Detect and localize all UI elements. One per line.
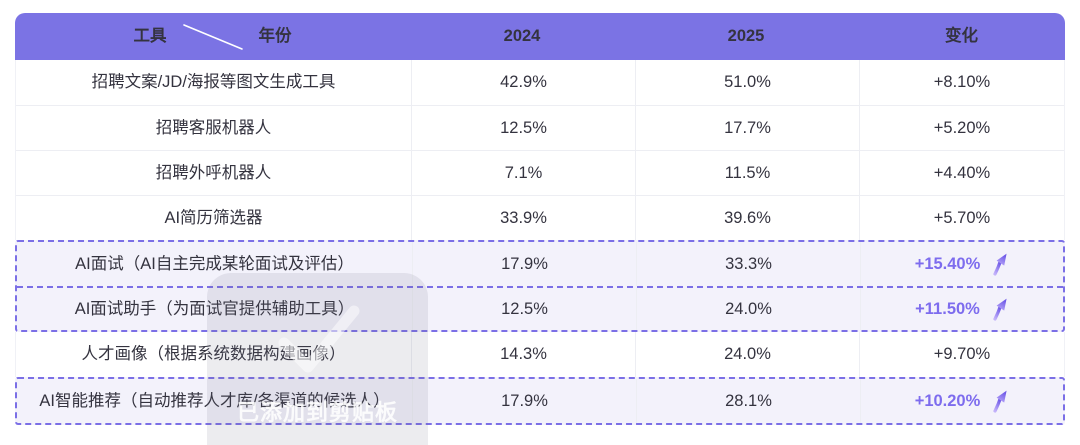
change-cell: +10.20% <box>860 379 1063 423</box>
change-cell: +15.40% <box>860 242 1063 286</box>
value-2024-cell: 17.9% <box>412 379 636 423</box>
value-2024-cell: 17.9% <box>412 242 636 286</box>
change-value: +11.50% <box>915 299 980 318</box>
header-cell-2024: 2024 <box>503 27 541 46</box>
ai-tools-usage-table: 工具 年份 2024 2025 变化 招聘文案/JD/海报等图文生成工具 42.… <box>15 13 1065 425</box>
up-arrow-icon <box>993 298 1007 321</box>
value-2024-cell: 7.1% <box>411 151 635 195</box>
table-row: 招聘客服机器人 12.5% 17.7% +5.20% <box>16 105 1064 150</box>
table-section-highlight-ai-recommend: AI智能推荐（自动推荐人才库/各渠道的候选人） 17.9% 28.1% +10.… <box>15 377 1065 425</box>
value-2024-cell: 12.5% <box>411 106 635 150</box>
tool-name-cell: AI面试助手（为面试官提供辅助工具） <box>74 299 355 318</box>
change-cell: +5.70% <box>859 196 1064 240</box>
value-2025-cell: 28.1% <box>636 379 860 423</box>
table-row-highlighted: AI智能推荐（自动推荐人才库/各渠道的候选人） 17.9% 28.1% +10.… <box>17 379 1063 423</box>
table-section-plain-top: 招聘文案/JD/海报等图文生成工具 42.9% 51.0% +8.10% 招聘客… <box>15 60 1065 240</box>
tool-name-cell: AI面试（AI自主完成某轮面试及评估） <box>75 254 354 273</box>
value-2025-cell: 24.0% <box>635 332 859 377</box>
tool-name-cell: 招聘客服机器人 <box>155 118 272 137</box>
value-2024-cell: 42.9% <box>411 60 635 105</box>
header-tool-label: 工具 <box>133 27 167 46</box>
value-2025-cell: 39.6% <box>635 196 859 240</box>
table-section-plain-middle: 人才画像（根据系统数据构建画像） 14.3% 24.0% +9.70% <box>15 332 1065 377</box>
change-cell: +4.40% <box>859 151 1064 195</box>
tool-name-cell: AI简历筛选器 <box>164 208 263 227</box>
table-row: 招聘外呼机器人 7.1% 11.5% +4.40% <box>16 150 1064 195</box>
change-cell: +8.10% <box>859 60 1064 105</box>
value-2025-cell: 24.0% <box>636 288 860 330</box>
header-cell-change: 变化 <box>945 27 978 46</box>
table-row: AI简历筛选器 33.9% 39.6% +5.70% <box>16 195 1064 240</box>
table-header-row: 工具 年份 2024 2025 变化 <box>15 13 1065 60</box>
header-cell-2025: 2025 <box>727 27 765 46</box>
tool-name-cell: 人才画像（根据系统数据构建画像） <box>81 345 346 364</box>
table-row-highlighted: AI面试（AI自主完成某轮面试及评估） 17.9% 33.3% +15.40% <box>17 242 1063 286</box>
table-row: 招聘文案/JD/海报等图文生成工具 42.9% 51.0% +8.10% <box>16 60 1064 105</box>
header-year-label: 年份 <box>258 27 292 46</box>
value-2025-cell: 51.0% <box>635 60 859 105</box>
change-value: +10.20% <box>914 391 981 410</box>
value-2024-cell: 12.5% <box>412 288 636 330</box>
value-2025-cell: 33.3% <box>636 242 860 286</box>
value-2024-cell: 14.3% <box>411 332 635 377</box>
change-cell: +11.50% <box>860 288 1063 330</box>
change-cell: +5.20% <box>859 106 1064 150</box>
value-2025-cell: 11.5% <box>635 151 859 195</box>
table-section-highlight-ai-interview: AI面试（AI自主完成某轮面试及评估） 17.9% 33.3% +15.40% … <box>15 240 1065 332</box>
tool-name-cell: 招聘文案/JD/海报等图文生成工具 <box>91 73 336 92</box>
table-row: 人才画像（根据系统数据构建画像） 14.3% 24.0% +9.70% <box>16 332 1064 377</box>
up-arrow-icon <box>993 390 1007 413</box>
up-arrow-icon <box>993 253 1007 276</box>
change-cell: +9.70% <box>859 332 1064 377</box>
header-cell-tool-year: 工具 年份 <box>15 13 410 60</box>
tool-name-cell: AI智能推荐（自动推荐人才库/各渠道的候选人） <box>39 391 390 410</box>
diagonal-divider-icon <box>182 23 243 50</box>
value-2025-cell: 17.7% <box>635 106 859 150</box>
table-row-highlighted: AI面试助手（为面试官提供辅助工具） 12.5% 24.0% +11.50% <box>17 286 1063 330</box>
tool-name-cell: 招聘外呼机器人 <box>155 163 272 182</box>
change-value: +15.40% <box>914 254 981 273</box>
value-2024-cell: 33.9% <box>411 196 635 240</box>
